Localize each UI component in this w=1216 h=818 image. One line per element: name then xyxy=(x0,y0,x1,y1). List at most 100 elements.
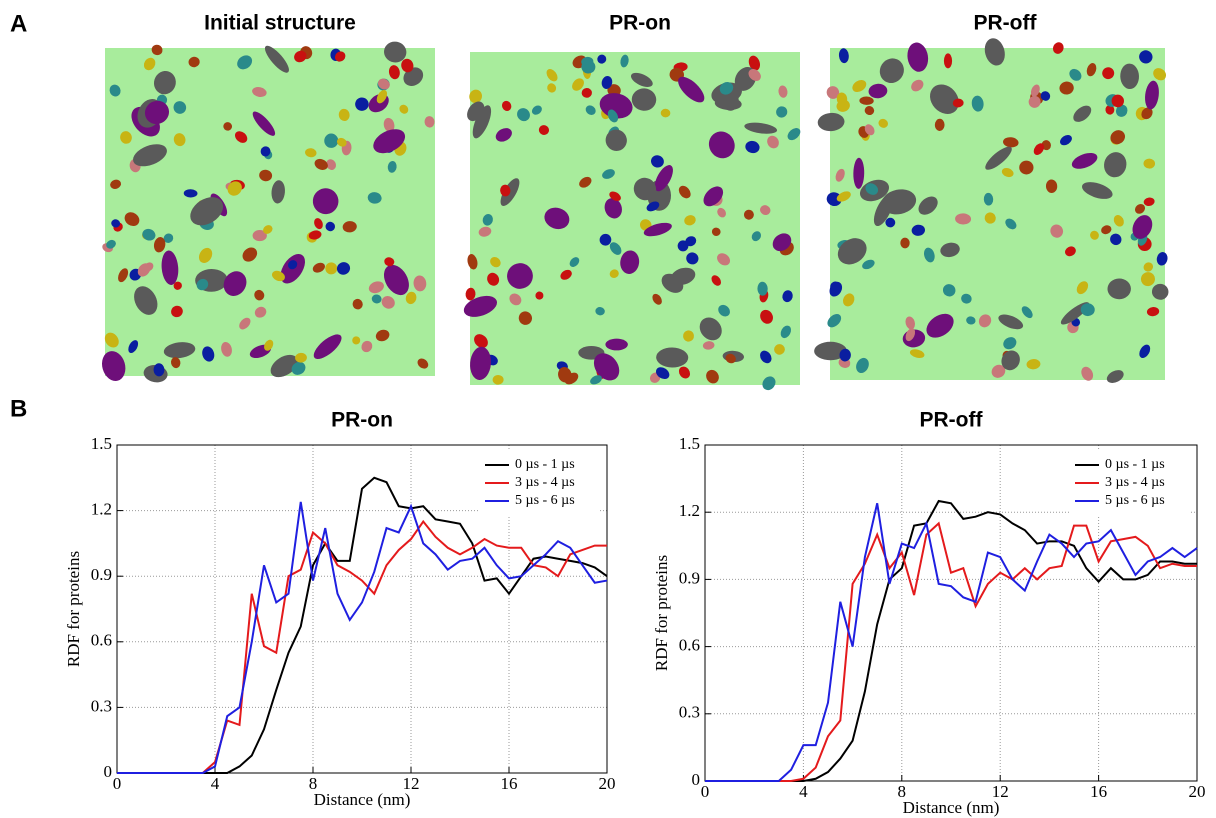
protein xyxy=(1040,91,1051,101)
protein xyxy=(324,133,339,148)
protein xyxy=(1141,107,1153,120)
protein xyxy=(885,217,896,228)
protein xyxy=(590,375,602,385)
protein xyxy=(163,233,174,243)
protein xyxy=(868,83,888,99)
protein xyxy=(188,56,200,68)
protein xyxy=(235,131,248,143)
protein xyxy=(487,272,500,286)
protein xyxy=(291,361,306,375)
protein xyxy=(651,155,664,168)
protein xyxy=(118,268,129,283)
protein xyxy=(264,45,289,73)
protein xyxy=(782,290,793,303)
protein xyxy=(482,214,493,226)
protein xyxy=(1019,160,1034,175)
protein xyxy=(702,341,715,350)
protein xyxy=(985,146,1012,170)
protein xyxy=(609,269,619,278)
protein xyxy=(978,314,992,328)
protein xyxy=(367,192,382,204)
protein xyxy=(569,257,580,267)
protein xyxy=(1104,152,1127,178)
y-tick-label: 0.6 xyxy=(91,631,112,650)
protein xyxy=(1113,215,1124,227)
protein xyxy=(190,197,224,226)
protein xyxy=(1081,366,1094,381)
protein xyxy=(1026,359,1041,370)
protein xyxy=(748,55,761,71)
protein xyxy=(1045,179,1058,193)
protein xyxy=(560,269,572,280)
protein xyxy=(467,254,478,270)
protein xyxy=(762,376,776,391)
protein xyxy=(918,196,938,215)
protein xyxy=(836,92,848,106)
protein xyxy=(183,189,198,198)
protein xyxy=(998,314,1024,330)
y-tick-label: 0.3 xyxy=(91,696,112,715)
protein xyxy=(909,349,925,359)
x-tick-label: 0 xyxy=(701,782,710,801)
protein xyxy=(655,367,670,380)
chart-title: PR-on xyxy=(331,409,393,432)
protein xyxy=(1102,67,1115,80)
protein xyxy=(377,78,390,90)
protein xyxy=(934,118,945,131)
protein xyxy=(465,287,476,301)
x-axis-label: Distance (nm) xyxy=(314,790,411,809)
protein xyxy=(683,330,694,342)
protein xyxy=(495,128,512,142)
legend-label: 0 µs - 1 µs xyxy=(515,457,575,472)
protein xyxy=(940,242,960,258)
protein xyxy=(852,79,867,93)
protein xyxy=(308,230,322,240)
protein xyxy=(472,105,492,139)
y-tick-label: 0.9 xyxy=(679,568,700,587)
protein xyxy=(263,225,273,234)
protein xyxy=(500,184,511,197)
protein xyxy=(751,231,762,242)
protein xyxy=(955,213,972,225)
protein xyxy=(312,188,339,215)
protein xyxy=(546,68,558,82)
protein xyxy=(646,201,660,212)
protein xyxy=(295,352,307,363)
x-tick-label: 12 xyxy=(403,774,420,793)
x-tick-label: 0 xyxy=(113,774,122,793)
protein xyxy=(161,250,179,285)
protein xyxy=(856,357,869,374)
protein xyxy=(1030,84,1040,97)
protein xyxy=(535,291,544,300)
protein xyxy=(900,237,910,249)
protein xyxy=(907,42,929,72)
x-tick-label: 16 xyxy=(501,774,518,793)
protein xyxy=(602,169,615,179)
x-tick-label: 8 xyxy=(898,782,907,801)
protein xyxy=(678,185,691,199)
x-tick-label: 8 xyxy=(309,774,318,793)
protein xyxy=(605,129,627,151)
protein xyxy=(109,84,121,97)
protein xyxy=(760,309,773,324)
protein xyxy=(703,186,724,207)
membrane xyxy=(470,52,800,385)
protein xyxy=(142,228,156,241)
protein xyxy=(719,81,734,95)
protein xyxy=(338,108,350,122)
protein xyxy=(133,144,167,167)
protein xyxy=(853,157,865,189)
protein xyxy=(631,88,657,111)
protein xyxy=(1050,224,1064,238)
protein xyxy=(743,209,754,220)
protein xyxy=(1003,137,1019,148)
protein xyxy=(1143,158,1156,169)
legend-label: 3 µs - 4 µs xyxy=(1105,475,1165,490)
protein xyxy=(604,198,622,219)
protein xyxy=(336,262,351,275)
y-tick-label: 0 xyxy=(692,770,701,789)
protein xyxy=(633,177,657,201)
legend-label: 5 µs - 6 µs xyxy=(515,493,575,508)
protein xyxy=(859,96,874,105)
protein xyxy=(134,286,158,315)
